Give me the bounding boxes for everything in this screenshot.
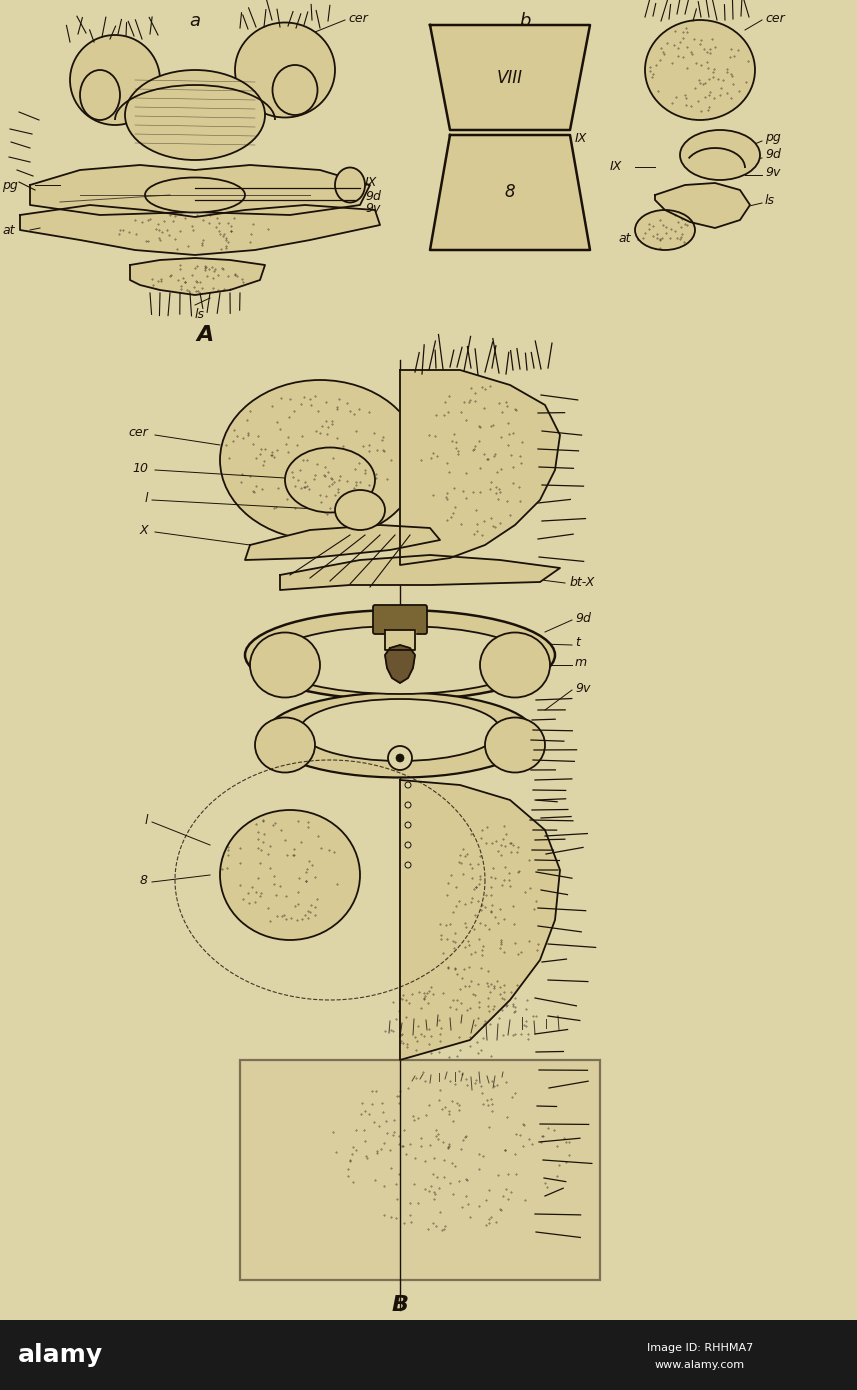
Circle shape: [388, 746, 412, 770]
Polygon shape: [30, 165, 370, 215]
Text: cer: cer: [348, 13, 368, 25]
Ellipse shape: [220, 379, 420, 539]
Circle shape: [396, 753, 404, 762]
Text: at: at: [618, 232, 631, 245]
Polygon shape: [430, 25, 590, 131]
Text: www.alamy.com: www.alamy.com: [655, 1359, 745, 1371]
Text: 8: 8: [505, 183, 515, 202]
Text: 9v: 9v: [765, 165, 781, 178]
Text: B: B: [392, 1295, 409, 1315]
Circle shape: [405, 821, 411, 828]
Text: cer: cer: [765, 13, 785, 25]
Ellipse shape: [245, 610, 555, 701]
Text: IX: IX: [575, 132, 587, 145]
Text: at: at: [2, 224, 15, 236]
Polygon shape: [245, 525, 440, 560]
Text: 9v: 9v: [575, 681, 590, 695]
Polygon shape: [20, 204, 380, 254]
Bar: [240, 1061, 600, 1280]
Circle shape: [405, 862, 411, 867]
Text: a: a: [189, 13, 201, 31]
Polygon shape: [400, 370, 560, 564]
Text: 9v: 9v: [365, 202, 381, 214]
Circle shape: [405, 842, 411, 848]
Text: Image ID: RHHMA7: Image ID: RHHMA7: [647, 1343, 753, 1352]
Text: X: X: [140, 524, 148, 537]
Text: l: l: [145, 492, 148, 505]
Circle shape: [405, 783, 411, 788]
Text: 9d: 9d: [765, 149, 781, 161]
Ellipse shape: [335, 168, 365, 203]
Text: 9d: 9d: [575, 612, 590, 624]
Text: cer: cer: [129, 425, 148, 438]
Ellipse shape: [485, 717, 545, 773]
Ellipse shape: [480, 632, 550, 698]
Text: IX: IX: [365, 177, 377, 189]
Text: IX: IX: [610, 160, 622, 174]
Ellipse shape: [80, 70, 120, 120]
Polygon shape: [280, 555, 560, 589]
Ellipse shape: [300, 699, 500, 760]
Text: pg: pg: [2, 178, 18, 192]
Ellipse shape: [255, 717, 315, 773]
Text: b: b: [519, 13, 530, 31]
Text: ls: ls: [195, 309, 205, 321]
Text: bt-X: bt-X: [570, 575, 596, 588]
Text: alamy: alamy: [17, 1343, 103, 1366]
Polygon shape: [385, 630, 415, 651]
Text: ls: ls: [765, 193, 775, 207]
Text: pg: pg: [765, 132, 781, 145]
FancyBboxPatch shape: [373, 605, 427, 634]
Ellipse shape: [235, 22, 335, 118]
Text: A: A: [196, 325, 213, 345]
Text: VIII: VIII: [497, 70, 523, 88]
Polygon shape: [430, 135, 590, 250]
Polygon shape: [655, 183, 750, 228]
Ellipse shape: [635, 210, 695, 250]
Text: t: t: [575, 637, 580, 649]
Polygon shape: [385, 645, 415, 682]
Ellipse shape: [265, 692, 535, 777]
Ellipse shape: [220, 810, 360, 940]
Polygon shape: [130, 259, 265, 295]
Text: 8: 8: [140, 873, 148, 887]
Ellipse shape: [250, 632, 320, 698]
Ellipse shape: [680, 131, 760, 179]
Ellipse shape: [335, 491, 385, 530]
Ellipse shape: [645, 19, 755, 120]
Bar: [0, 1320, 857, 1390]
Text: 9d: 9d: [365, 189, 381, 203]
Ellipse shape: [273, 65, 317, 115]
Text: l: l: [145, 813, 148, 827]
Circle shape: [405, 802, 411, 808]
Ellipse shape: [145, 178, 245, 213]
Ellipse shape: [285, 448, 375, 513]
Ellipse shape: [270, 626, 530, 694]
Polygon shape: [400, 780, 560, 1061]
Text: 10: 10: [132, 461, 148, 474]
Text: m: m: [575, 656, 587, 670]
Ellipse shape: [125, 70, 265, 160]
Ellipse shape: [70, 35, 160, 125]
